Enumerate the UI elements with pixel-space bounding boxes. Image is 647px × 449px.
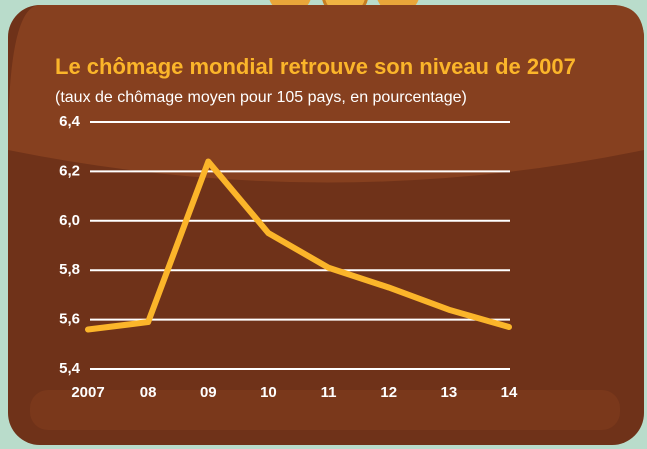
x-tick-label: 09 bbox=[200, 384, 217, 401]
x-tick-label: 10 bbox=[260, 384, 277, 401]
chart: Le chômage mondial retrouve son niveau d… bbox=[0, 0, 647, 449]
x-tick-label: 2007 bbox=[71, 384, 104, 401]
x-tick-label: 14 bbox=[501, 384, 518, 401]
y-tick-label: 5,8 bbox=[59, 261, 80, 278]
x-tick-label: 11 bbox=[321, 384, 337, 401]
chart-subtitle: (taux de chômage moyen pour 105 pays, en… bbox=[55, 89, 467, 106]
y-tick-label: 6,0 bbox=[59, 212, 80, 229]
x-tick-label: 13 bbox=[441, 384, 458, 401]
y-tick-label: 5,4 bbox=[59, 360, 81, 377]
chart-title: Le chômage mondial retrouve son niveau d… bbox=[55, 54, 576, 79]
y-tick-label: 6,2 bbox=[59, 162, 80, 179]
y-tick-label: 5,6 bbox=[59, 311, 80, 328]
y-tick-label: 6,4 bbox=[59, 113, 81, 130]
x-tick-label: 12 bbox=[380, 384, 397, 401]
x-tick-label: 08 bbox=[140, 384, 157, 401]
